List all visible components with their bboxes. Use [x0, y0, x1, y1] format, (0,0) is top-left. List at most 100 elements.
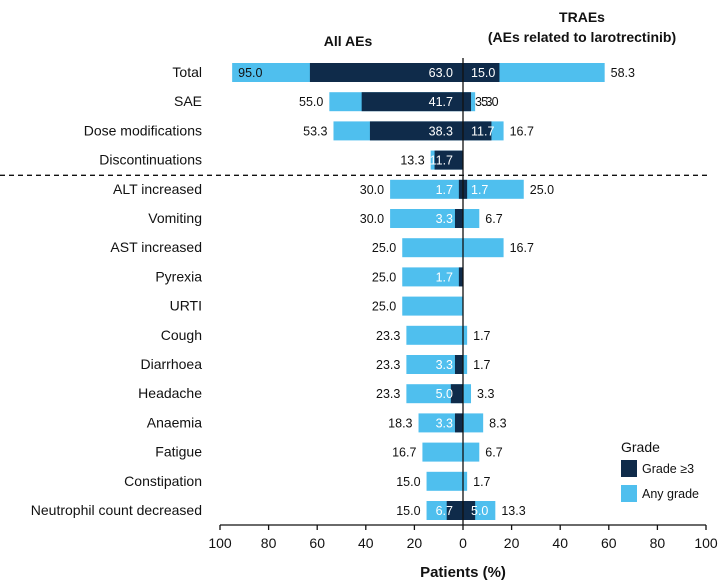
category-label-diarrhoea: Diarrhoea [141, 356, 203, 372]
category-label-discontinuations: Discontinuations [99, 152, 202, 168]
label-all-any-discontinuations: 13.3 [400, 154, 424, 168]
bar-all-any-constipation [426, 471, 463, 491]
x-tick-label: 40 [552, 535, 568, 551]
label-all-any-diarrhoea: 23.3 [376, 358, 400, 372]
label-all-grade3-neutrophil-count-decreased: 6.7 [436, 504, 453, 518]
label-all-any-vomiting: 30.0 [360, 212, 384, 226]
bar-all-grade3-sae [361, 92, 463, 112]
category-label-total: Total [172, 64, 202, 80]
bars-layer [232, 63, 605, 520]
x-tick-label: 40 [358, 535, 374, 551]
bar-all-any-cough [406, 325, 463, 345]
bar-all-any-alt-increased [390, 179, 463, 199]
label-all-grade3-pyrexia: 1.7 [436, 270, 453, 284]
label-all-any-cough: 23.3 [376, 329, 400, 343]
category-label-urti: URTI [170, 298, 202, 314]
label-all-any-fatigue: 16.7 [392, 446, 416, 460]
label-all-any-urti: 25.0 [372, 300, 396, 314]
label-all-any-alt-increased: 30.0 [360, 183, 384, 197]
label-all-any-pyrexia: 25.0 [372, 270, 396, 284]
legend-label-any-grade: Any grade [642, 487, 699, 501]
label-tr-any-ast-increased: 16.7 [510, 241, 534, 255]
category-label-fatigue: Fatigue [155, 444, 202, 460]
category-label-headache: Headache [138, 385, 202, 401]
bar-all-grade3-pyrexia [458, 267, 463, 287]
label-all-grade3-total: 63.0 [429, 66, 453, 80]
legend-swatch-any-grade [621, 485, 637, 502]
bar-all-any-vomiting [390, 209, 463, 228]
bar-all-grade3-neutrophil-count-decreased [446, 501, 463, 520]
label-all-grade3-alt-increased: 1.7 [436, 183, 453, 197]
bar-all-grade3-diarrhoea [454, 355, 463, 374]
category-label-ast-increased: AST increased [110, 239, 202, 255]
bar-all-any-fatigue [422, 442, 463, 462]
axis-layer: 100 80 60 40 20 0 20 40 60 80 100 [0, 58, 718, 551]
bar-tr-grade3-alt-increased [463, 179, 468, 199]
category-label-cough: Cough [161, 327, 202, 343]
bar-tr-grade3-total [463, 63, 500, 82]
bar-tr-any-alt-increased [463, 179, 524, 199]
label-all-any-neutrophil-count-decreased: 15.0 [396, 504, 420, 518]
bar-tr-any-constipation [463, 471, 468, 491]
header-traes: TRAEs [559, 9, 605, 25]
label-tr-any-anaemia: 8.3 [489, 416, 506, 430]
x-tick-label: 0 [459, 535, 467, 551]
category-label-alt-increased: ALT increased [113, 181, 202, 197]
label-all-grade3-diarrhoea: 3.3 [436, 358, 453, 372]
legend-swatch-grade3 [621, 460, 637, 477]
label-tr-any-diarrhoea: 1.7 [473, 358, 490, 372]
bar-all-any-anaemia [418, 413, 463, 433]
bar-tr-any-cough [463, 325, 468, 345]
x-tick-label: 20 [407, 535, 423, 551]
label-tr-any-dose-modifications: 16.7 [510, 124, 534, 138]
bar-tr-any-anaemia [463, 413, 484, 433]
x-tick-label: 80 [261, 535, 277, 551]
bar-tr-grade3-dose-modifications [463, 121, 492, 141]
bar-all-grade3-vomiting [454, 209, 463, 228]
label-all-any-dose-modifications: 53.3 [303, 124, 327, 138]
label-all-grade3-anaemia: 3.3 [436, 416, 453, 430]
label-all-grade3-sae: 41.7 [429, 95, 453, 109]
bar-all-grade3-discontinuations [434, 150, 463, 170]
header-traes-subtitle: (AEs related to larotrectinib) [488, 29, 676, 45]
category-label-pyrexia: Pyrexia [155, 268, 202, 284]
category-label-sae: SAE [174, 93, 202, 109]
label-tr-grade3-neutrophil-count-decreased: 5.0 [471, 504, 488, 518]
label-tr-any-alt-increased: 25.0 [530, 183, 554, 197]
label-tr-any-vomiting: 6.7 [485, 212, 502, 226]
category-label-neutrophil-count-decreased: Neutrophil count decreased [31, 502, 202, 518]
label-all-any-total: 95.0 [238, 66, 262, 80]
bar-all-any-urti [402, 296, 463, 316]
label-all-any-sae: 55.0 [299, 95, 323, 109]
bar-all-any-diarrhoea [406, 355, 463, 374]
category-label-vomiting: Vomiting [148, 210, 202, 226]
category-label-constipation: Constipation [124, 473, 202, 489]
label-tr-any-fatigue: 6.7 [485, 446, 502, 460]
x-tick-label: 60 [309, 535, 325, 551]
label-all-grade3-headache: 5.0 [436, 387, 453, 401]
label-tr-grade3-sae: 3.3 [475, 95, 492, 109]
bar-all-grade3-headache [450, 384, 463, 404]
label-all-any-anaemia: 18.3 [388, 416, 412, 430]
x-axis-label: Patients (%) [420, 564, 506, 580]
bar-all-grade3-anaemia [454, 413, 463, 433]
label-tr-any-headache: 3.3 [477, 387, 494, 401]
bar-all-any-ast-increased [402, 238, 463, 258]
x-tick-label: 100 [208, 535, 232, 551]
x-tick-label: 20 [504, 535, 520, 551]
bar-tr-any-headache [463, 384, 472, 404]
label-tr-grade3-total: 15.0 [471, 66, 495, 80]
legend-title: Grade [621, 439, 660, 455]
bar-tr-any-vomiting [463, 209, 480, 228]
label-all-any-constipation: 15.0 [396, 475, 420, 489]
legend: Grade Grade ≥3 Any grade [621, 439, 699, 502]
bar-all-any-headache [406, 384, 463, 404]
label-all-any-headache: 23.3 [376, 387, 400, 401]
bar-tr-any-ast-increased [463, 238, 504, 258]
label-tr-grade3-dose-modifications: 11.7 [471, 124, 494, 138]
legend-label-grade3: Grade ≥3 [642, 462, 694, 476]
label-all-grade3-vomiting: 3.3 [436, 212, 453, 226]
label-tr-grade3-alt-increased: 1.7 [471, 183, 488, 197]
